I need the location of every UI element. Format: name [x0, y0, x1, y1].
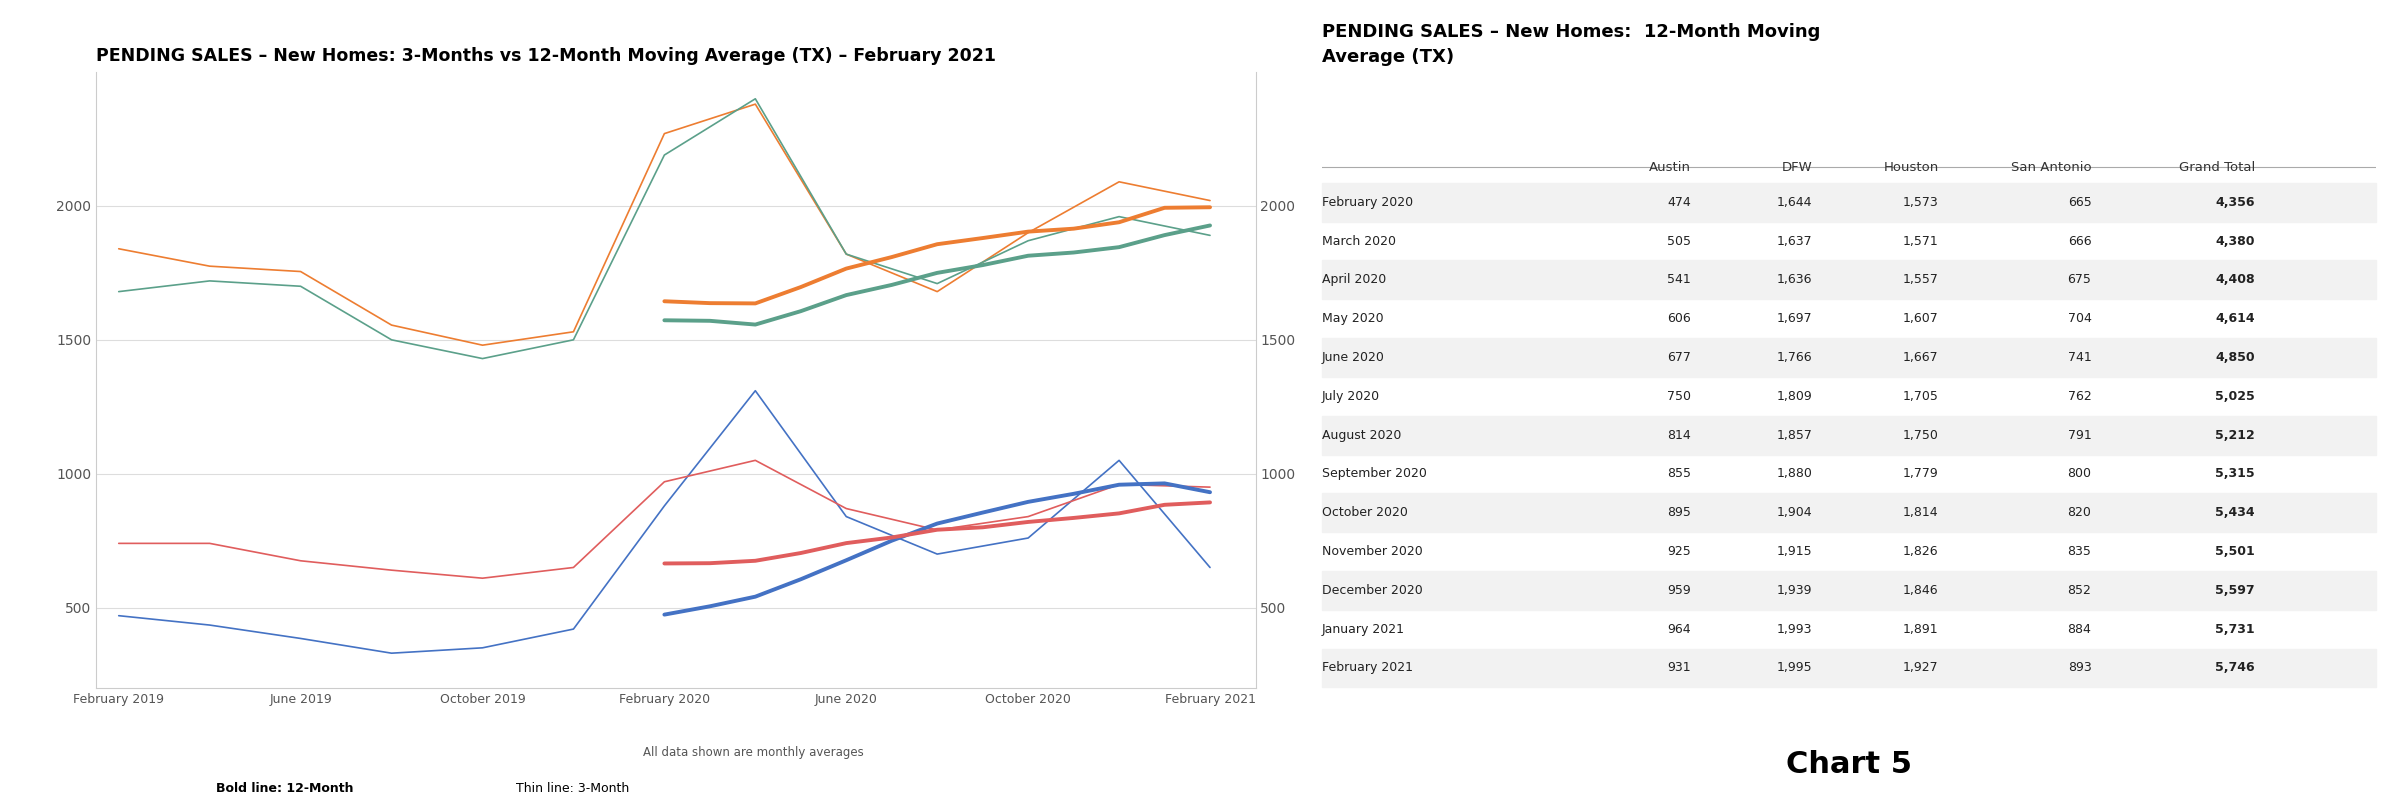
Text: 4,356: 4,356: [2215, 196, 2254, 209]
Text: 1,880: 1,880: [1776, 467, 1812, 481]
Text: 1,846: 1,846: [1903, 584, 1939, 597]
Text: April 2020: April 2020: [1322, 274, 1387, 286]
Text: 4,408: 4,408: [2215, 274, 2254, 286]
Text: 5,212: 5,212: [2215, 429, 2254, 442]
Text: 1,766: 1,766: [1776, 351, 1812, 364]
Text: 884: 884: [2066, 622, 2090, 636]
Text: 1,637: 1,637: [1776, 234, 1812, 247]
Text: 665: 665: [2069, 196, 2090, 209]
Text: 1,826: 1,826: [1903, 545, 1939, 558]
Text: 1,939: 1,939: [1776, 584, 1812, 597]
Text: 1,644: 1,644: [1776, 196, 1812, 209]
Text: July 2020: July 2020: [1322, 390, 1380, 403]
Text: October 2020: October 2020: [1322, 506, 1409, 519]
Text: January 2021: January 2021: [1322, 622, 1404, 636]
Text: 791: 791: [2069, 429, 2090, 442]
Text: 1,697: 1,697: [1776, 312, 1812, 326]
Text: 1,891: 1,891: [1903, 622, 1939, 636]
Text: 762: 762: [2069, 390, 2090, 403]
Text: August 2020: August 2020: [1322, 429, 1402, 442]
Text: PENDING SALES – New Homes: 3-Months vs 12-Month Moving Average (TX) – February 2: PENDING SALES – New Homes: 3-Months vs 1…: [96, 47, 996, 65]
Text: March 2020: March 2020: [1322, 234, 1397, 247]
Text: 1,904: 1,904: [1776, 506, 1812, 519]
Text: Chart 5: Chart 5: [1786, 750, 1913, 778]
Text: 852: 852: [2066, 584, 2090, 597]
Text: June 2020: June 2020: [1322, 351, 1385, 364]
Text: 741: 741: [2069, 351, 2090, 364]
Text: September 2020: September 2020: [1322, 467, 1426, 481]
Text: 959: 959: [1668, 584, 1692, 597]
Bar: [1322, 261, 2376, 299]
Text: February 2021: February 2021: [1322, 662, 1414, 674]
Text: December 2020: December 2020: [1322, 584, 1423, 597]
Text: May 2020: May 2020: [1322, 312, 1382, 326]
Text: 931: 931: [1668, 662, 1692, 674]
Bar: [1322, 338, 2376, 377]
Text: 1,750: 1,750: [1903, 429, 1939, 442]
Text: 5,434: 5,434: [2215, 506, 2254, 519]
Text: 1,993: 1,993: [1776, 622, 1812, 636]
Text: 1,857: 1,857: [1776, 429, 1812, 442]
Text: 1,814: 1,814: [1903, 506, 1939, 519]
Text: 541: 541: [1668, 274, 1692, 286]
Bar: [1322, 649, 2376, 687]
Text: 505: 505: [1668, 234, 1692, 247]
Text: 474: 474: [1668, 196, 1692, 209]
Text: Thin line: 3-Month: Thin line: 3-Month: [516, 782, 629, 795]
Text: San Antonio: San Antonio: [2011, 162, 2090, 174]
Text: 5,501: 5,501: [2215, 545, 2254, 558]
Text: 666: 666: [2069, 234, 2090, 247]
Text: 1,705: 1,705: [1903, 390, 1939, 403]
Text: 675: 675: [2066, 274, 2090, 286]
Bar: [1322, 416, 2376, 454]
Text: 855: 855: [1668, 467, 1692, 481]
Text: DFW: DFW: [1781, 162, 1812, 174]
Bar: [1322, 183, 2376, 222]
Text: 5,731: 5,731: [2215, 622, 2254, 636]
Text: Grand Total: Grand Total: [2179, 162, 2254, 174]
Text: 1,607: 1,607: [1903, 312, 1939, 326]
Text: 1,809: 1,809: [1776, 390, 1812, 403]
Text: 704: 704: [2066, 312, 2090, 326]
Text: 5,315: 5,315: [2215, 467, 2254, 481]
Text: November 2020: November 2020: [1322, 545, 1423, 558]
Text: 895: 895: [1668, 506, 1692, 519]
Text: 814: 814: [1668, 429, 1692, 442]
Text: 5,025: 5,025: [2215, 390, 2254, 403]
Text: 606: 606: [1668, 312, 1692, 326]
Text: 1,636: 1,636: [1776, 274, 1812, 286]
Text: 5,746: 5,746: [2215, 662, 2254, 674]
Text: PENDING SALES – New Homes:  12-Month Moving
Average (TX): PENDING SALES – New Homes: 12-Month Movi…: [1322, 22, 1819, 66]
Text: 1,573: 1,573: [1903, 196, 1939, 209]
Text: 677: 677: [1668, 351, 1692, 364]
Text: 1,557: 1,557: [1903, 274, 1939, 286]
Text: 1,995: 1,995: [1776, 662, 1812, 674]
Text: 835: 835: [2066, 545, 2090, 558]
Text: 1,667: 1,667: [1903, 351, 1939, 364]
Text: 750: 750: [1668, 390, 1692, 403]
Text: 1,927: 1,927: [1903, 662, 1939, 674]
Text: Bold line: 12-Month: Bold line: 12-Month: [216, 782, 353, 795]
Text: 820: 820: [2066, 506, 2090, 519]
Text: 1,915: 1,915: [1776, 545, 1812, 558]
Text: 4,850: 4,850: [2215, 351, 2254, 364]
Text: 800: 800: [2066, 467, 2090, 481]
Text: 5,597: 5,597: [2215, 584, 2254, 597]
Text: 893: 893: [2069, 662, 2090, 674]
Text: 964: 964: [1668, 622, 1692, 636]
Text: 4,380: 4,380: [2215, 234, 2254, 247]
Text: 1,779: 1,779: [1903, 467, 1939, 481]
Text: February 2020: February 2020: [1322, 196, 1414, 209]
Text: 925: 925: [1668, 545, 1692, 558]
Text: 1,571: 1,571: [1903, 234, 1939, 247]
Text: 4,614: 4,614: [2215, 312, 2254, 326]
Text: All data shown are monthly averages: All data shown are monthly averages: [643, 746, 864, 759]
Bar: [1322, 494, 2376, 532]
Text: Austin: Austin: [1649, 162, 1692, 174]
Text: Houston: Houston: [1884, 162, 1939, 174]
Bar: [1322, 571, 2376, 610]
